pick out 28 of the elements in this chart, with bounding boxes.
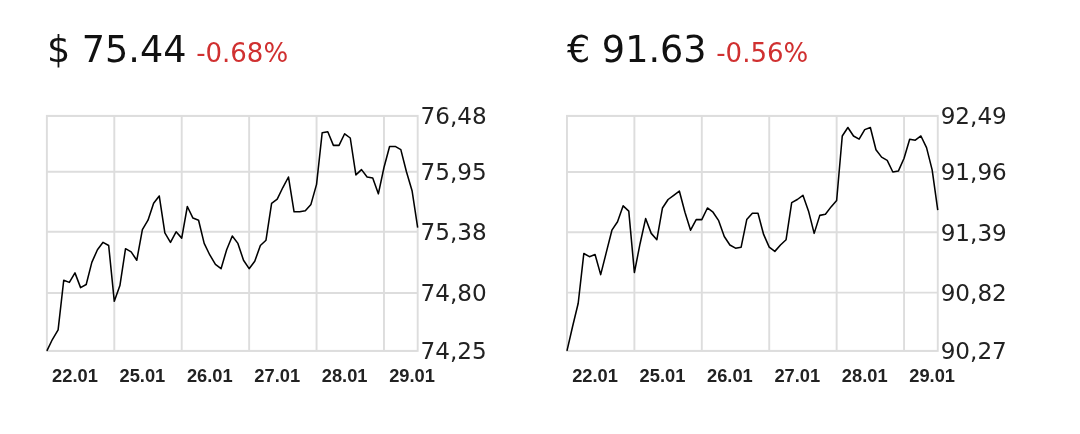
line-series [566,126,939,352]
x-tick-label: 27.01 [774,364,821,386]
chart-title: $ 75.44 [46,27,187,71]
x-tick-label: 27.01 [254,364,301,386]
x-tick-label: 25.01 [639,364,686,386]
y-tick-label: 75,95 [420,159,487,186]
chart-subtitle: -0.56% [716,37,809,68]
y-tick-label: 90,82 [940,279,1007,306]
y-tick-label: 92,49 [940,103,1007,130]
y-tick-label: 91,96 [940,159,1007,186]
y-tick-label: 91,39 [940,219,1007,246]
chart-title: € 91.63 [566,27,707,71]
line-series [46,130,419,352]
y-tick-label: 75,38 [420,219,487,246]
x-tick-label: 28.01 [841,364,888,386]
x-tick-label: 28.01 [321,364,368,386]
x-tick-label: 29.01 [389,364,435,386]
y-tick-label: 74,25 [420,338,487,365]
x-tick-label: 25.01 [119,364,166,386]
x-tick-label: 22.01 [52,364,98,386]
x-tick-label: 26.01 [707,364,753,386]
y-tick-label: 90,27 [940,338,1007,365]
x-tick-label: 29.01 [909,364,956,386]
chart-subtitle: -0.68% [196,37,289,68]
x-tick-label: 22.01 [572,364,618,386]
y-tick-label: 76,48 [420,103,487,130]
x-tick-label: 26.01 [186,364,233,386]
y-tick-label: 74,80 [420,280,487,307]
